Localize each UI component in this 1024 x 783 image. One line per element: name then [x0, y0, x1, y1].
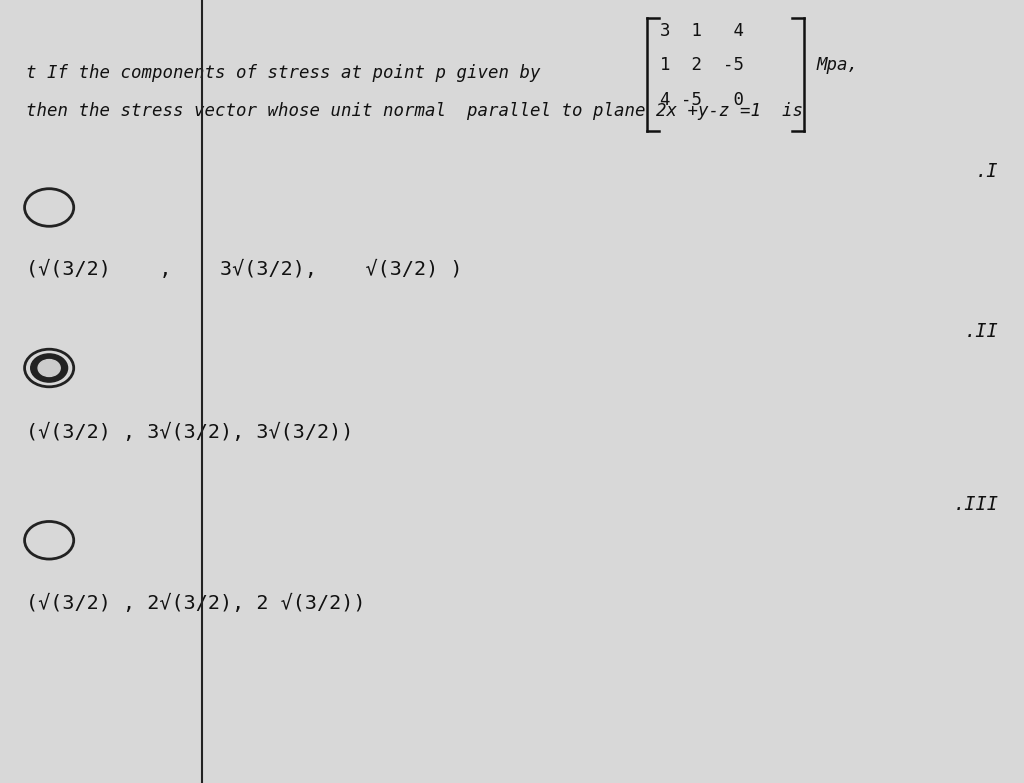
Text: then the stress vector whose unit normal  parallel to plane 2x +y-z =1  is: then the stress vector whose unit normal…	[26, 102, 803, 120]
Text: .I: .I	[976, 162, 998, 181]
Text: (√(3/2)    ,    3√(3/2),    √(3/2) ): (√(3/2) , 3√(3/2), √(3/2) )	[26, 260, 462, 279]
Text: 4 -5   0: 4 -5 0	[660, 91, 744, 109]
Text: t If the components of stress at point p given by: t If the components of stress at point p…	[26, 64, 540, 82]
Circle shape	[38, 359, 60, 377]
Text: 1  2  -5: 1 2 -5	[660, 56, 744, 74]
Circle shape	[31, 354, 68, 382]
Text: (√(3/2) , 3√(3/2), 3√(3/2)): (√(3/2) , 3√(3/2), 3√(3/2))	[26, 423, 353, 442]
Text: .II: .II	[965, 323, 998, 341]
Text: Mpa,: Mpa,	[816, 56, 858, 74]
Text: (√(3/2) , 2√(3/2), 2 √(3/2)): (√(3/2) , 2√(3/2), 2 √(3/2))	[26, 594, 366, 612]
Text: 3  1   4: 3 1 4	[660, 22, 744, 40]
Text: .III: .III	[953, 495, 998, 514]
